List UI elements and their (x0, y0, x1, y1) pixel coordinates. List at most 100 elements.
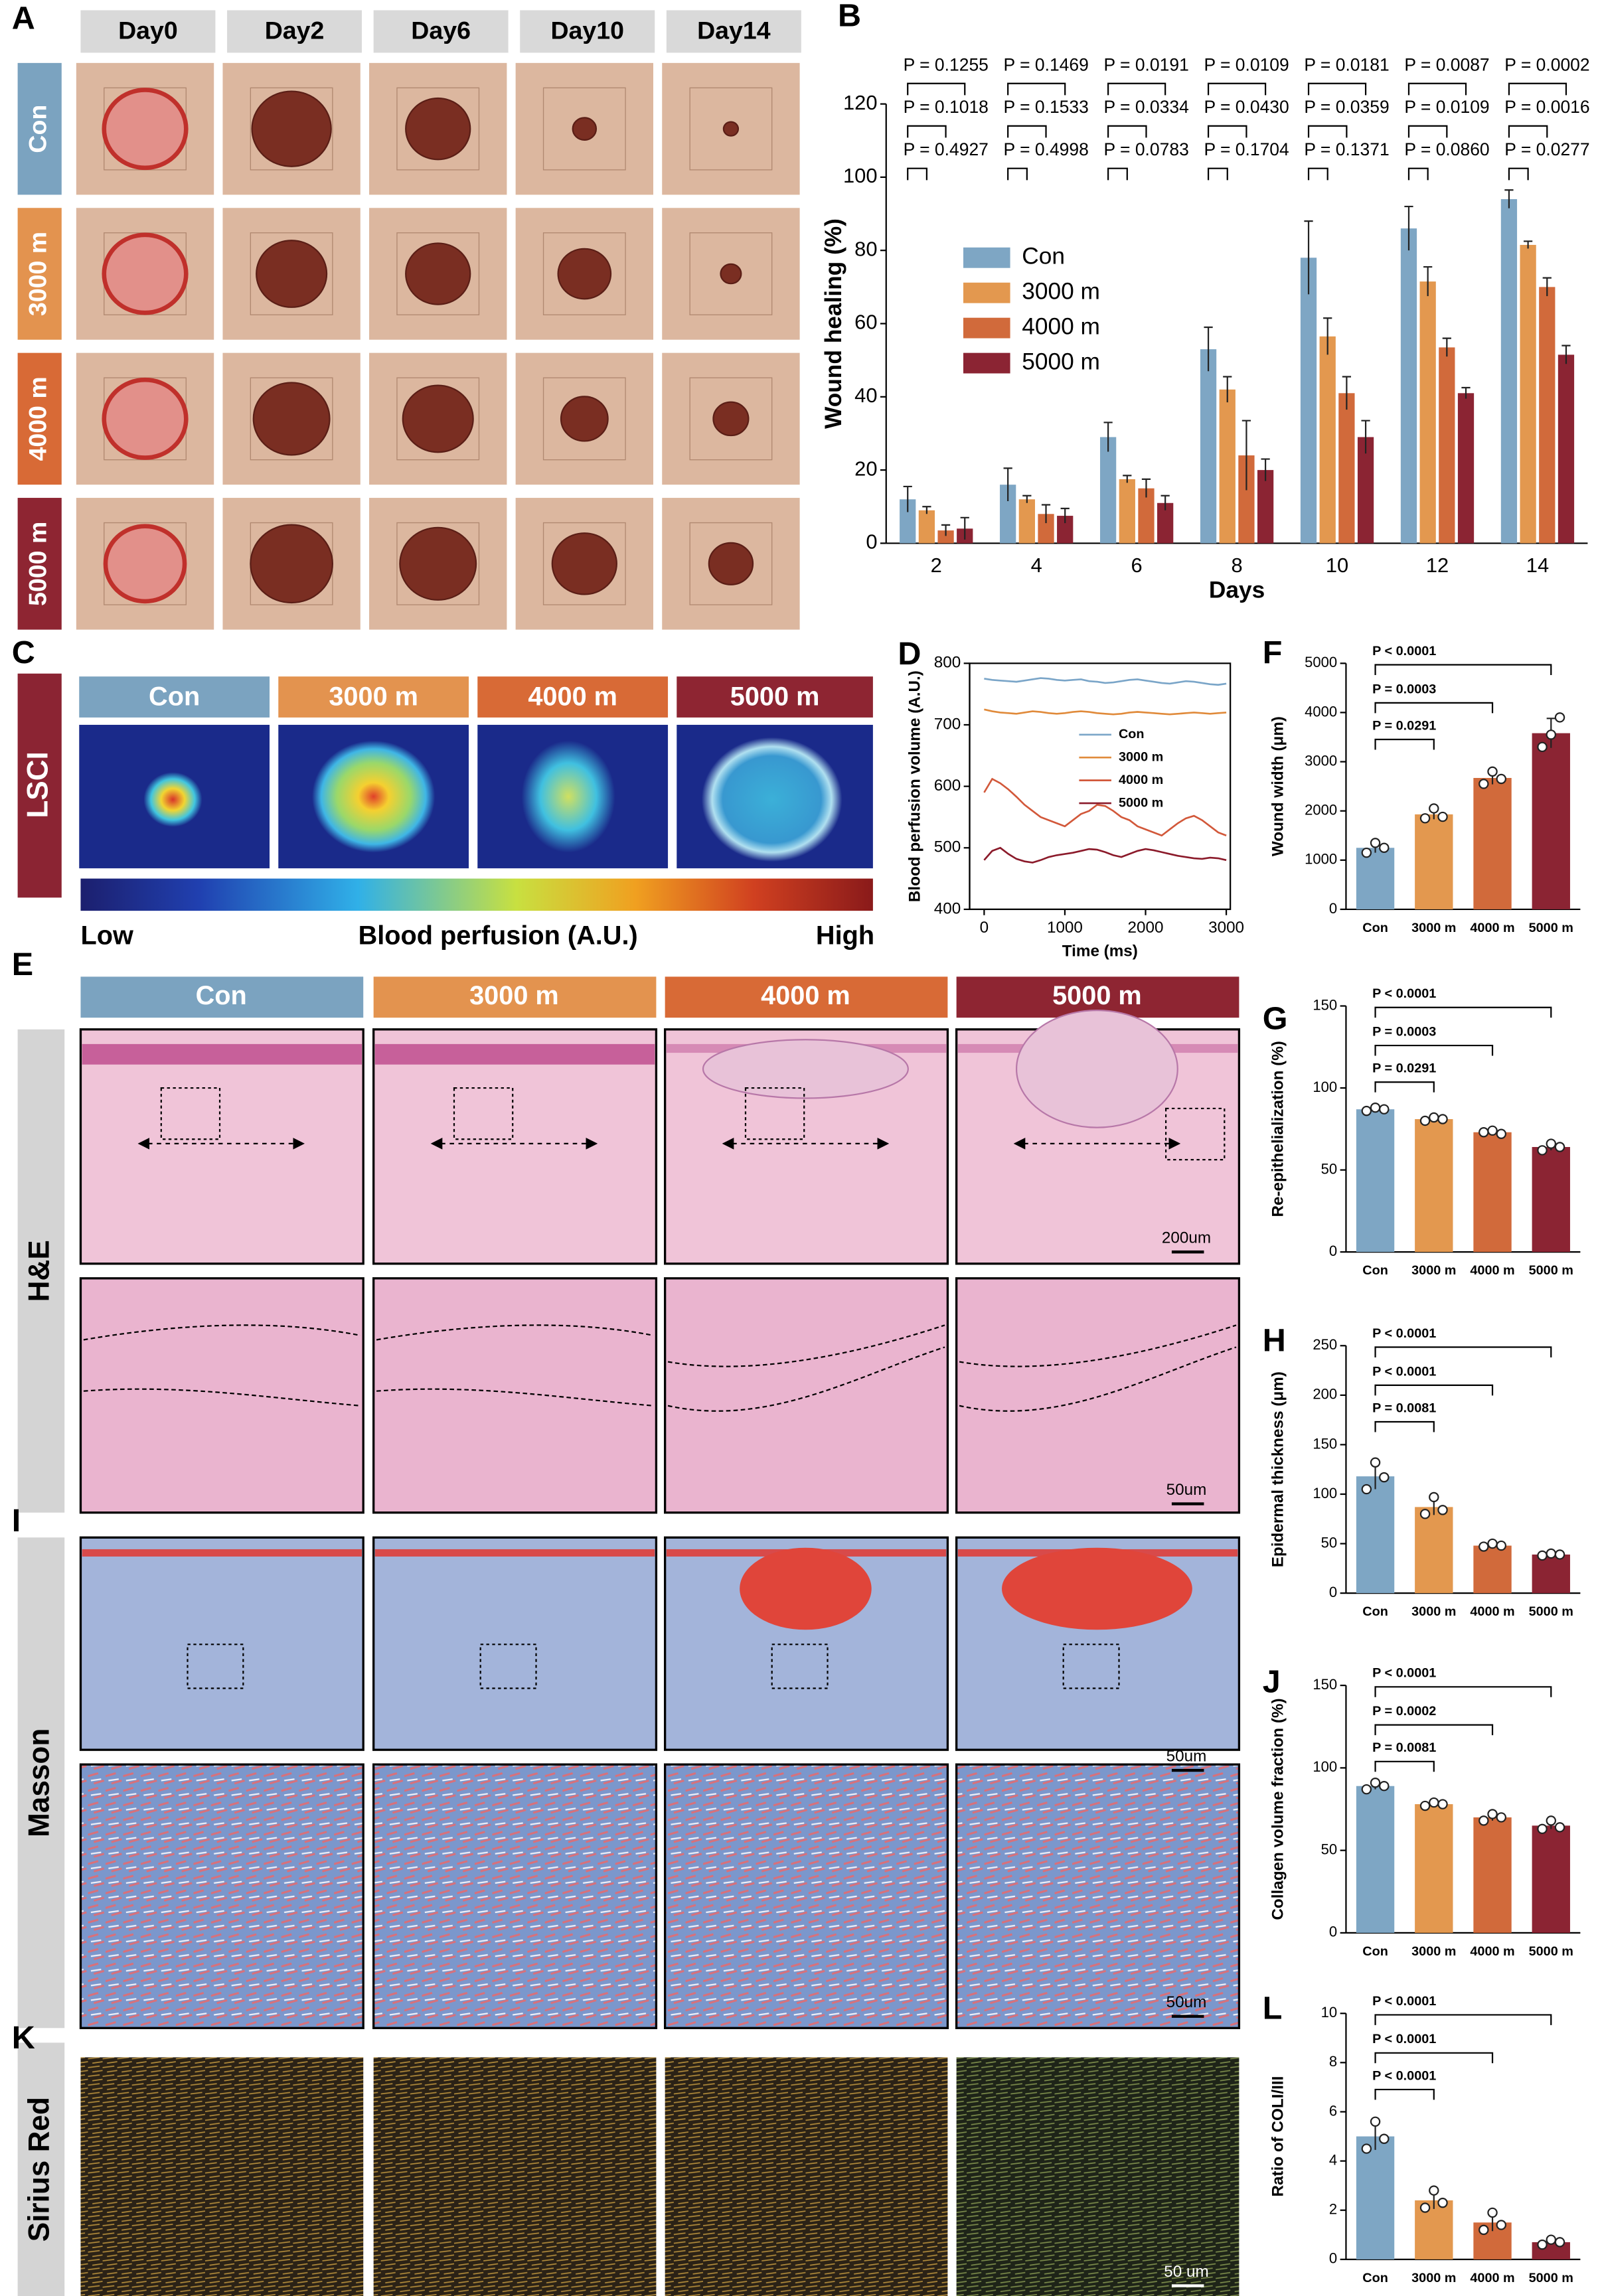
zoom-box (453, 1087, 514, 1140)
significance-bracket (1207, 82, 1267, 96)
data-point (1546, 1138, 1556, 1149)
y-axis-label: Collagen volume fraction (%) (1269, 1698, 1287, 1920)
masson-zoom-image (372, 1763, 658, 2029)
row-label: H&E (23, 1240, 56, 1302)
bar (1500, 199, 1518, 544)
photo-frame (396, 522, 480, 605)
data-point (1546, 1815, 1556, 1826)
bar (1532, 1147, 1570, 1253)
column-header-bg (80, 976, 364, 1018)
error-bar (1423, 266, 1433, 297)
error-bar (1060, 507, 1070, 524)
y-axis-label: Epidermal thickness (μm) (1269, 1371, 1287, 1567)
x-tick-label: 4000 m (1470, 1263, 1514, 1278)
y-tick-label: 50 (1321, 1534, 1338, 1551)
bar (1356, 1786, 1395, 1933)
y-tick-label: 1000 (1305, 851, 1337, 868)
data-point (1437, 1799, 1448, 1809)
photo-frame (689, 232, 773, 315)
row-label-bg (17, 1029, 65, 1513)
y-tick-label: 10 (1321, 2004, 1338, 2021)
bar (1357, 437, 1374, 544)
column-header: Day14 (697, 16, 771, 44)
perfusion-blob (521, 740, 615, 853)
data-point (1419, 1509, 1431, 1519)
masson-zoom-image (79, 1763, 364, 2029)
line (983, 846, 1227, 864)
wound (551, 532, 617, 595)
panel-label: H (1263, 1323, 1286, 1359)
he-image (372, 1028, 658, 1265)
y-axis-label: Blood perfusion volume (A.U.) (906, 670, 923, 902)
wound (103, 524, 187, 604)
column-header: 3000 m (329, 682, 418, 712)
panel-label: C (12, 635, 35, 670)
error-bar (1204, 326, 1213, 372)
bar (1356, 2136, 1395, 2259)
photo-frame (250, 232, 333, 315)
bar (1319, 336, 1336, 544)
data-point (1554, 1142, 1565, 1152)
legend-label: Con (1119, 727, 1145, 741)
perfusion-blob (143, 772, 202, 827)
photo-frame (250, 377, 333, 461)
y-tick-label: 6 (1329, 2102, 1337, 2119)
zoom-box (1062, 1644, 1120, 1689)
y-tick-label: 200 (1313, 1386, 1337, 1403)
data-point (1487, 1809, 1498, 1819)
p-value: P = 0.0002 (1372, 1704, 1436, 1719)
significance-bracket (1374, 2014, 1552, 2025)
data-point (1546, 729, 1556, 740)
p-value: P = 0.0109 (1204, 54, 1289, 74)
data-point (1361, 1105, 1372, 1116)
scale-bar-label: 50um (1166, 1748, 1207, 1766)
x-tick-label: 0 (980, 919, 989, 937)
masson-epidermis (82, 1549, 362, 1557)
p-value: P = 0.0002 (1504, 54, 1589, 74)
data-point (1437, 811, 1448, 822)
bar (1473, 1545, 1512, 1594)
photo-frame (396, 232, 480, 315)
y-tick-label: 500 (934, 838, 961, 856)
column-header-bg (666, 10, 801, 53)
data-point (1554, 1822, 1565, 1833)
column-header: Con (196, 981, 247, 1010)
legend-swatch (963, 282, 1010, 303)
y-tick-label: 3000 (1305, 752, 1337, 769)
y-tick-label: 0 (1329, 900, 1337, 917)
row-label: Con (24, 105, 52, 153)
x-tick-label: 5000 m (1529, 1263, 1573, 1278)
data-point (1370, 1457, 1381, 1468)
he-zoom-image (372, 1277, 658, 1514)
p-value: P = 0.1255 (904, 54, 989, 74)
error-bar (1524, 240, 1533, 249)
y-tick-label: 120 (843, 91, 878, 114)
error-bar (1103, 421, 1113, 452)
p-value: P = 0.0277 (1504, 139, 1589, 159)
x-tick-label: 5000 m (1529, 2271, 1573, 2285)
y-tick-label: 600 (934, 777, 961, 795)
y-tick-label: 50 (1321, 1841, 1338, 1857)
panel-label: J (1263, 1664, 1281, 1700)
column-header-bg (665, 976, 948, 1018)
he-zoom-image (79, 1277, 364, 1514)
photo-frame (396, 87, 480, 171)
panel-label: B (838, 0, 861, 33)
epidermis-outline (667, 1324, 945, 1412)
zoom-box (744, 1087, 805, 1140)
he-zoom-image (955, 1277, 1241, 1514)
row-label-bg (17, 2042, 65, 2296)
x-tick-label: 4 (1031, 554, 1042, 577)
p-value: P = 0.4998 (1004, 139, 1089, 159)
x-tick-label: 3000 (1208, 919, 1244, 937)
row-label: 5000 m (24, 522, 52, 606)
wound (708, 542, 754, 585)
y-tick-label: 50 (1321, 1160, 1338, 1177)
wound (250, 524, 333, 604)
photo-frame (689, 522, 773, 605)
data-point (1537, 1823, 1548, 1835)
wound (405, 97, 471, 161)
x-tick-label: 2000 (1128, 919, 1164, 937)
data-point (1379, 1472, 1390, 1483)
